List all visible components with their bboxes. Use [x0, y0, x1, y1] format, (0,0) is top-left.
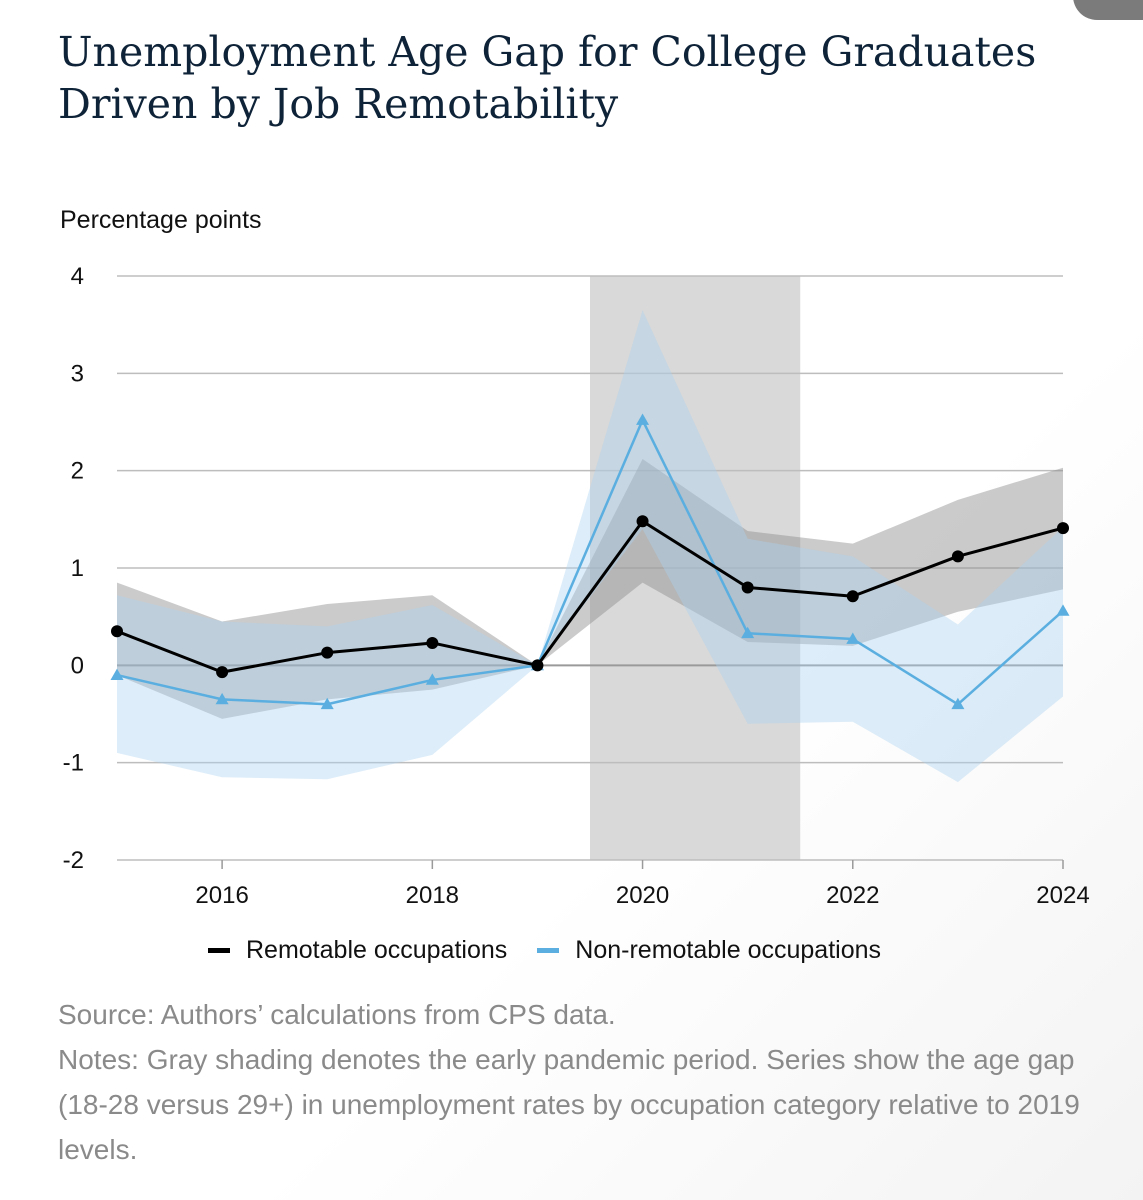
x-tick-label: 2016 [195, 882, 248, 909]
data-point-remotable [846, 590, 859, 603]
data-point-remotable [426, 636, 439, 649]
y-tick-label: 4 [71, 263, 84, 290]
data-point-remotable [216, 666, 229, 679]
x-tick-label: 2024 [1036, 882, 1089, 909]
data-point-remotable [1057, 522, 1069, 535]
data-point-non-remotable [951, 697, 965, 710]
y-tick-label: -2 [63, 847, 84, 874]
y-tick-label: 1 [71, 555, 84, 582]
data-point-non-remotable [425, 673, 439, 685]
data-point-remotable [951, 550, 964, 563]
data-point-non-remotable [1056, 604, 1070, 616]
notes-text: Notes: Gray shading denotes the early pa… [58, 1044, 1080, 1165]
legend: Remotable occupations Non-remotable occu… [208, 936, 911, 965]
y-tick-label: 0 [71, 652, 84, 679]
y-tick-label: 3 [71, 360, 84, 387]
data-point-non-remotable [320, 697, 334, 710]
corner-tab [1073, 0, 1143, 20]
y-tick-label: 2 [71, 458, 84, 485]
legend-item-remotable: Remotable occupations [208, 936, 507, 965]
legend-swatch-non-remotable [537, 948, 560, 953]
data-point-remotable [321, 646, 334, 659]
legend-label-remotable: Remotable occupations [246, 936, 508, 964]
legend-label-non-remotable: Non-remotable occupations [575, 936, 882, 964]
chart-notes: Source: Authors’ calculations from CPS d… [58, 992, 1108, 1172]
data-point-remotable [111, 625, 123, 638]
data-point-remotable [531, 659, 544, 672]
data-point-remotable [741, 581, 754, 594]
confidence-band-non-remotable [117, 310, 1063, 783]
x-tick-label: 2022 [826, 882, 879, 909]
confidence-band-remotable [117, 458, 1063, 719]
line-chart: -2 -1 0 1 2 3 4 2016 2018 2020 2022 2024 [63, 263, 1090, 909]
chart-title: Unemployment Age Gap for College Graduat… [58, 28, 1037, 128]
data-point-non-remotable [215, 692, 229, 705]
data-point-non-remotable [636, 413, 650, 425]
y-axis-label: Percentage points [60, 206, 262, 234]
data-point-non-remotable [741, 626, 755, 639]
legend-swatch-remotable [208, 948, 230, 953]
series-line-non-remotable [116, 418, 1064, 706]
source-text: Source: Authors’ calculations from CPS d… [58, 999, 616, 1030]
data-point-non-remotable [846, 632, 860, 644]
data-point-non-remotable [110, 668, 124, 680]
data-point-remotable [636, 515, 649, 528]
x-tick-label: 2020 [616, 882, 669, 909]
legend-item-non-remotable: Non-remotable occupations [537, 936, 881, 965]
y-tick-label: -1 [63, 750, 84, 777]
x-tick-label: 2018 [406, 882, 459, 909]
series-line-remotable [116, 519, 1064, 674]
